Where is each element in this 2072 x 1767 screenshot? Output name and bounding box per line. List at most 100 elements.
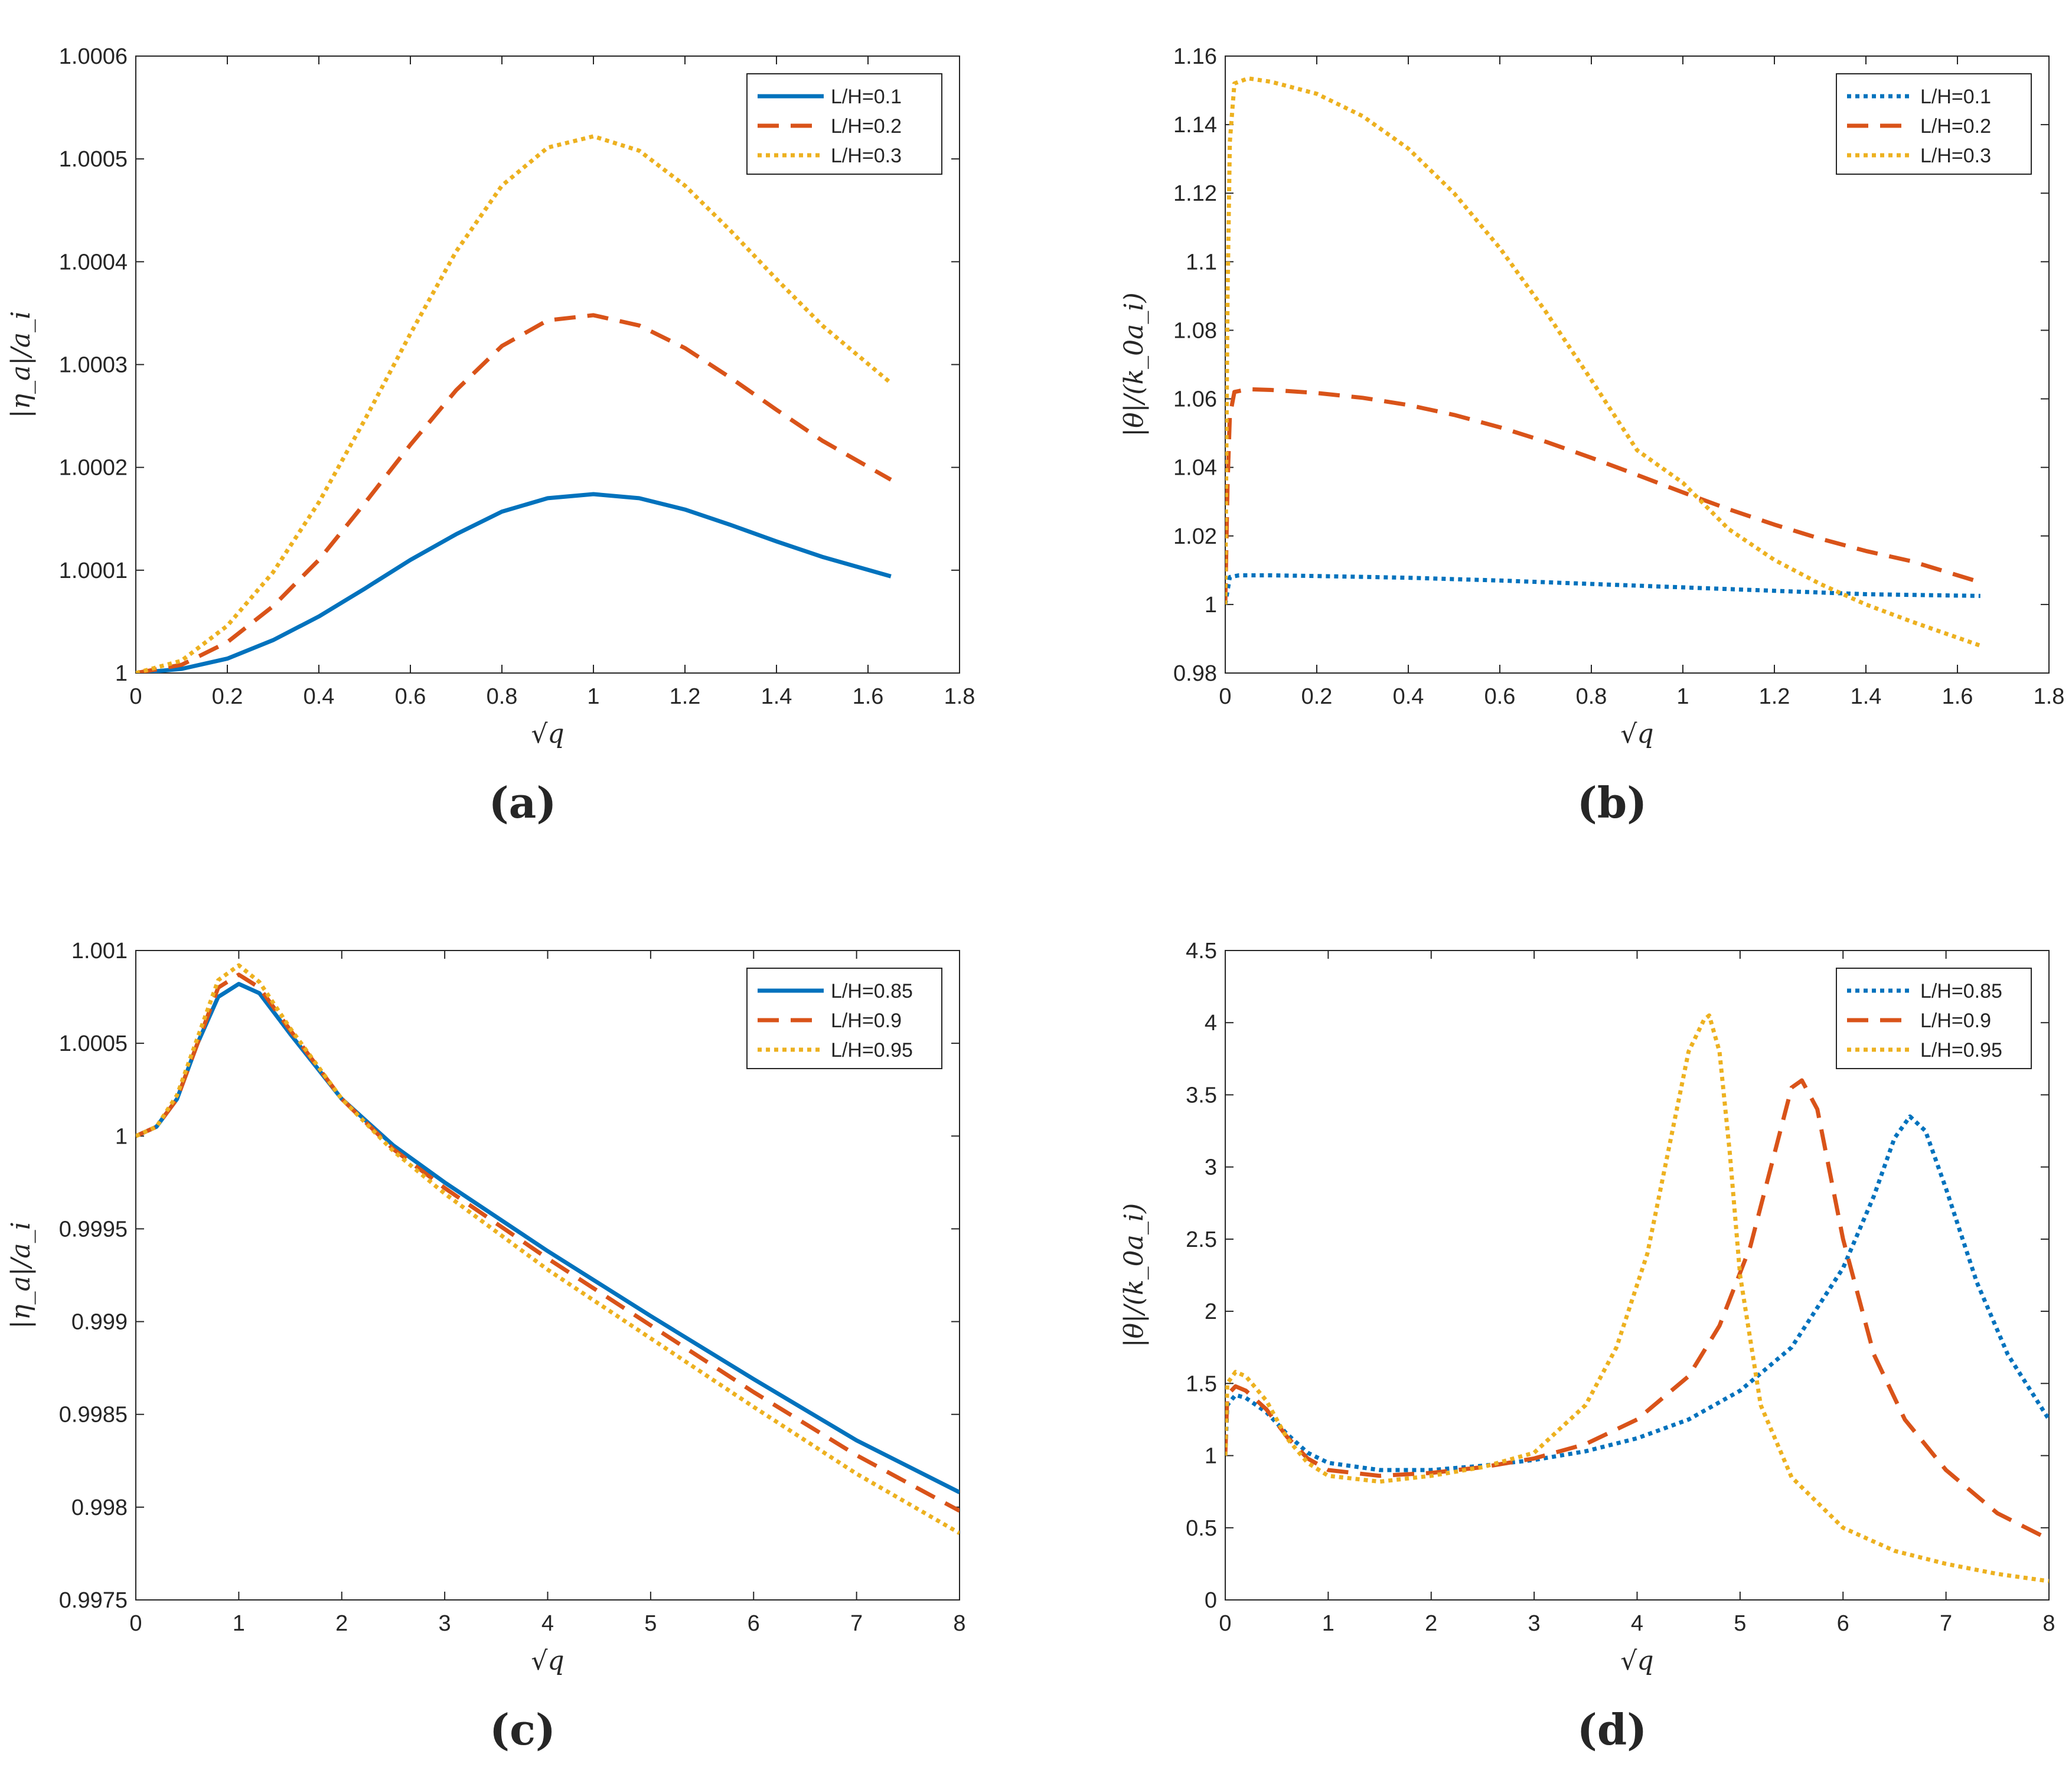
x-tick-label: 1.2 bbox=[1759, 684, 1790, 709]
x-tick-label: 0 bbox=[129, 684, 142, 709]
x-tick-label: 0.4 bbox=[1393, 684, 1424, 709]
x-tick-label: 0.4 bbox=[304, 684, 335, 709]
x-tick-label: 1.4 bbox=[761, 684, 792, 709]
y-axis-label: |η_a|/a_i bbox=[6, 1221, 36, 1328]
x-tick-label: 0 bbox=[1219, 684, 1231, 709]
legend-label: L/H=0.3 bbox=[1920, 145, 1991, 167]
legend-label: L/H=0.9 bbox=[831, 1010, 902, 1032]
x-tick-label: 5 bbox=[644, 1611, 657, 1636]
y-tick-label: 1.14 bbox=[1173, 113, 1217, 138]
legend: L/H=0.1 L/H=0.2 L/H=0.3 bbox=[746, 73, 942, 175]
legend-label: L/H=0.3 bbox=[831, 145, 902, 167]
y-axis-label: |θ|/(k_0a_i) bbox=[1119, 292, 1149, 436]
x-tick-label: 0.8 bbox=[1576, 684, 1607, 709]
x-tick-label: 2 bbox=[335, 1611, 348, 1636]
y-tick-label: 1.0002 bbox=[59, 456, 128, 481]
y-tick-label: 1 bbox=[1205, 1444, 1217, 1469]
y-axis-label: |θ|/(k_0a_i) bbox=[1119, 1203, 1149, 1347]
legend-label: L/H=0.95 bbox=[1920, 1039, 2002, 1061]
y-tick-label: 1.1 bbox=[1186, 250, 1217, 275]
y-tick-label: 1.001 bbox=[71, 939, 128, 963]
y-tick-label: 1 bbox=[1205, 593, 1217, 618]
y-tick-label: 1.08 bbox=[1173, 318, 1217, 343]
panel-caption: (d) bbox=[1577, 1704, 1647, 1755]
series-line-l-h-0-1 bbox=[136, 492, 892, 673]
legend: L/H=0.85 L/H=0.9 L/H=0.95 bbox=[746, 968, 942, 1069]
y-tick-label: 1.5 bbox=[1186, 1371, 1217, 1396]
y-tick-label: 1.12 bbox=[1173, 181, 1217, 206]
legend-label: L/H=0.85 bbox=[831, 980, 913, 1002]
panel-c: 0 1 2 3 4 5 6 7 8 0.9975 0.998 0.9985 0.999 0.9995 1 1.… bbox=[6, 939, 966, 1755]
x-tick-label: 6 bbox=[1837, 1611, 1849, 1636]
x-tick-label: 0.8 bbox=[487, 684, 518, 709]
y-tick-label: 1.0005 bbox=[59, 1031, 128, 1056]
x-tick-label: 1 bbox=[587, 684, 599, 709]
legend-box bbox=[1836, 73, 2032, 175]
x-tick-label: 0.6 bbox=[395, 684, 426, 709]
x-tick-label: 5 bbox=[1734, 1611, 1746, 1636]
x-tick-label: 7 bbox=[850, 1611, 863, 1636]
y-tick-label: 4 bbox=[1205, 1011, 1217, 1036]
y-tick-label: 0.999 bbox=[71, 1310, 128, 1335]
legend: L/H=0.85 L/H=0.9 L/H=0.95 bbox=[1836, 968, 2032, 1069]
legend: L/H=0.1 L/H=0.2 L/H=0.3 bbox=[1836, 73, 2032, 175]
x-tick-label: 1.6 bbox=[853, 684, 884, 709]
y-tick-label: 1.04 bbox=[1173, 456, 1217, 481]
y-tick-label: 1.0001 bbox=[59, 558, 128, 583]
y-tick-label: 0.5 bbox=[1186, 1516, 1217, 1541]
x-tick-label: 6 bbox=[748, 1611, 760, 1636]
x-tick-label: 1 bbox=[1322, 1611, 1334, 1636]
x-tick-label: 3 bbox=[439, 1611, 451, 1636]
x-axis-label: √q bbox=[531, 719, 564, 749]
y-tick-label: 1.06 bbox=[1173, 387, 1217, 412]
panel-caption: (b) bbox=[1577, 778, 1647, 828]
x-axis-label: √q bbox=[1620, 719, 1653, 749]
x-tick-label: 1.8 bbox=[944, 684, 975, 709]
panel-d: 0 1 2 3 4 5 6 7 8 0 0.5 1 1.5 2 2.5 3 3.5 4 4.5 √q |θ|/(k_0a… bbox=[1119, 939, 2055, 1755]
legend-label: L/H=0.2 bbox=[1920, 115, 1991, 138]
legend-label: L/H=0.1 bbox=[1920, 86, 1991, 108]
x-tick-label: 1 bbox=[1676, 684, 1689, 709]
x-tick-label: 7 bbox=[1940, 1611, 1952, 1636]
panel-caption: (a) bbox=[489, 778, 557, 828]
x-tick-label: 1.6 bbox=[1942, 684, 1973, 709]
x-tick-label: 1.4 bbox=[1851, 684, 1882, 709]
y-tick-label: 0.9975 bbox=[59, 1588, 128, 1613]
y-tick-label: 0 bbox=[1205, 1588, 1217, 1613]
y-tick-label: 0.98 bbox=[1173, 661, 1217, 686]
y-tick-label: 2 bbox=[1205, 1299, 1217, 1324]
y-tick-label: 1 bbox=[115, 661, 128, 686]
x-tick-label: 0 bbox=[129, 1611, 142, 1636]
series-line-l-h-0-2 bbox=[136, 313, 892, 673]
y-tick-label: 2.5 bbox=[1186, 1227, 1217, 1252]
panel-b: 0 0.2 0.4 0.6 0.8 1 1.2 1.4 1.6 1.8 0.98 1 1.02 1.04 1… bbox=[1119, 44, 2064, 828]
y-tick-label: 1.0003 bbox=[59, 353, 128, 378]
legend-box bbox=[746, 73, 942, 175]
legend-label: L/H=0.1 bbox=[831, 86, 902, 108]
series-line-l-h-0-1 bbox=[1225, 573, 1980, 605]
legend-box bbox=[1836, 968, 2032, 1069]
y-tick-label: 3.5 bbox=[1186, 1083, 1217, 1108]
series-line-l-h-0-95 bbox=[1225, 1013, 2049, 1583]
y-tick-label: 4.5 bbox=[1186, 939, 1217, 963]
y-tick-label: 3 bbox=[1205, 1155, 1217, 1180]
panel-a: 0 0.2 0.4 0.6 0.8 1 1.2 1.4 1.6 1.8 1 1.0001 1.0002 1… bbox=[6, 44, 975, 828]
series-line-l-h-0-2 bbox=[1225, 387, 1981, 605]
panel-caption: (c) bbox=[490, 1704, 556, 1755]
x-tick-label: 4 bbox=[1631, 1611, 1643, 1636]
x-axis-label: √q bbox=[1620, 1646, 1653, 1676]
y-tick-label: 1 bbox=[115, 1124, 128, 1149]
series-line-l-h-0-95 bbox=[136, 963, 960, 1535]
y-tick-label: 0.998 bbox=[71, 1495, 128, 1520]
x-axis-label: √q bbox=[531, 1646, 564, 1676]
legend-box bbox=[746, 968, 942, 1069]
y-tick-label: 0.9985 bbox=[59, 1403, 128, 1428]
y-tick-label: 1.02 bbox=[1173, 524, 1217, 549]
x-tick-label: 0.2 bbox=[1301, 684, 1333, 709]
x-tick-label: 8 bbox=[953, 1611, 965, 1636]
x-tick-label: 4 bbox=[541, 1611, 554, 1636]
y-tick-label: 1.0004 bbox=[59, 250, 128, 275]
y-tick-label: 1.16 bbox=[1173, 44, 1217, 69]
